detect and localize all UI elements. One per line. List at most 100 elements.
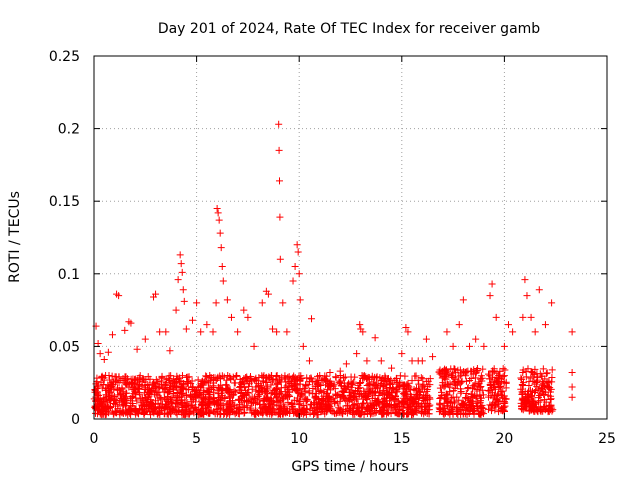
x-tick-label: 0	[90, 431, 99, 447]
data-point	[333, 391, 341, 399]
data-point	[484, 405, 492, 413]
data-point	[289, 277, 297, 285]
data-point	[327, 407, 335, 415]
data-point	[451, 365, 459, 373]
data-point	[312, 377, 320, 385]
y-tick-label: 0.05	[49, 339, 80, 355]
data-point	[210, 398, 218, 406]
data-point	[458, 401, 466, 409]
data-point	[351, 393, 359, 401]
data-point	[177, 260, 185, 268]
data-point	[459, 409, 467, 417]
data-point	[568, 393, 576, 401]
data-point	[151, 382, 159, 390]
data-point	[163, 410, 171, 418]
data-point	[217, 244, 225, 252]
data-point	[152, 290, 160, 298]
data-point	[544, 391, 552, 399]
data-point	[533, 382, 541, 390]
data-point	[406, 390, 414, 398]
data-point	[521, 398, 529, 406]
data-point	[404, 328, 412, 336]
data-point	[281, 372, 289, 380]
data-point	[222, 401, 230, 409]
data-point	[326, 369, 334, 377]
data-point	[108, 382, 116, 390]
data-point	[383, 378, 391, 386]
data-point	[289, 382, 297, 390]
data-point	[568, 328, 576, 336]
data-point	[377, 357, 385, 365]
y-tick-label: 0.1	[58, 267, 80, 283]
data-point	[231, 379, 239, 387]
data-point	[268, 377, 276, 385]
chart-title: Day 201 of 2024, Rate Of TEC Index for r…	[158, 21, 540, 37]
data-point	[390, 394, 398, 402]
data-point	[343, 409, 351, 417]
data-point	[461, 395, 469, 403]
data-point	[125, 380, 133, 388]
data-point	[118, 385, 126, 393]
data-point	[345, 388, 353, 396]
data-point	[194, 383, 202, 391]
data-point	[375, 400, 383, 408]
data-point	[486, 292, 494, 300]
data-point	[332, 373, 340, 381]
data-point	[144, 386, 152, 394]
data-point	[223, 376, 231, 384]
data-point	[218, 392, 226, 400]
data-point	[306, 405, 314, 413]
data-point	[143, 407, 151, 415]
data-point	[297, 389, 305, 397]
data-point	[259, 373, 267, 381]
data-point	[424, 396, 432, 404]
data-point	[568, 369, 576, 377]
data-point	[532, 387, 540, 395]
data-point	[490, 365, 498, 373]
data-point	[102, 395, 110, 403]
data-point	[415, 380, 423, 388]
data-point	[384, 390, 392, 398]
data-point	[112, 396, 120, 404]
x-tick-label: 5	[192, 431, 201, 447]
data-point	[527, 313, 535, 321]
data-point	[466, 342, 474, 350]
data-point	[127, 375, 135, 383]
data-point	[396, 378, 404, 386]
data-point	[153, 390, 161, 398]
data-point	[401, 372, 409, 380]
data-point	[385, 403, 393, 411]
data-point	[359, 328, 367, 336]
data-point	[457, 400, 465, 408]
data-point	[93, 389, 101, 397]
data-point	[242, 374, 250, 382]
data-point	[497, 388, 505, 396]
data-point	[467, 390, 475, 398]
data-point	[399, 403, 407, 411]
data-point	[173, 382, 181, 390]
data-point	[322, 376, 330, 384]
data-point	[441, 365, 449, 373]
data-point	[547, 395, 555, 403]
data-point	[535, 286, 543, 294]
data-point	[398, 399, 406, 407]
data-point	[454, 403, 462, 411]
data-point	[472, 399, 480, 407]
data-point	[273, 397, 281, 405]
data-point	[115, 292, 123, 300]
data-point	[179, 286, 187, 294]
data-point	[147, 411, 155, 419]
data-point	[360, 387, 368, 395]
data-point	[372, 374, 380, 382]
data-point	[369, 391, 377, 399]
data-point	[245, 389, 253, 397]
data-point	[336, 367, 344, 375]
data-point	[443, 328, 451, 336]
data-point	[182, 403, 190, 411]
data-point	[138, 382, 146, 390]
data-point	[240, 306, 248, 314]
data-point	[105, 372, 113, 380]
data-point	[155, 384, 163, 392]
data-point	[487, 402, 495, 410]
data-point	[347, 373, 355, 381]
